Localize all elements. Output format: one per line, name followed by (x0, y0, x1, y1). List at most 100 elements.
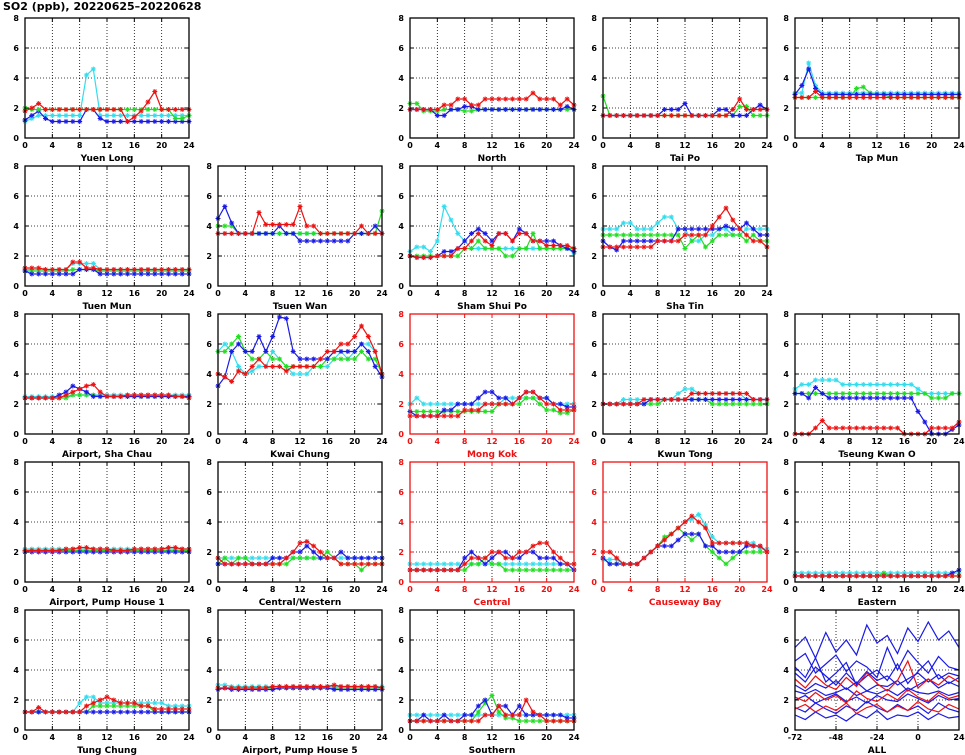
data-point (166, 549, 171, 555)
tick-label-x: 20 (541, 141, 553, 150)
tick-label-x: 12 (101, 733, 112, 742)
tick-label-x: 4 (435, 585, 441, 594)
data-point (482, 401, 488, 407)
data-point (689, 386, 695, 392)
data-point (421, 409, 427, 414)
data-point (77, 386, 83, 392)
data-point (159, 706, 165, 712)
data-point (709, 534, 715, 540)
data-point (434, 712, 440, 718)
data-point (297, 364, 303, 369)
tick-label-x: 24 (376, 437, 388, 446)
tick-label-y: 4 (206, 518, 212, 527)
data-point (489, 555, 495, 561)
tick-label-y: 8 (398, 14, 404, 23)
data-point (331, 682, 337, 688)
tick-label-y: 2 (13, 548, 19, 557)
data-point (159, 546, 165, 552)
tick-label-x: 4 (628, 289, 634, 298)
data-point (716, 113, 722, 118)
data-point (111, 113, 117, 118)
data-point (455, 246, 461, 251)
data-point (655, 113, 661, 118)
data-point (290, 349, 296, 354)
data-point (475, 703, 481, 709)
tick-label-x: 24 (183, 733, 195, 742)
tick-label-x: 8 (462, 585, 468, 594)
data-point (338, 341, 344, 347)
data-point (229, 349, 235, 354)
data-point (826, 92, 832, 97)
data-point (104, 549, 110, 555)
data-point (63, 546, 69, 552)
data-point (544, 238, 550, 244)
data-point (359, 555, 364, 561)
data-point (448, 102, 454, 108)
data-point (277, 231, 282, 236)
data-point (655, 220, 661, 226)
tick-label-x: 4 (820, 437, 826, 446)
data-point (475, 561, 481, 567)
data-point (318, 549, 323, 555)
data-point (510, 253, 515, 259)
data-point (689, 513, 695, 519)
tick-label-x: 24 (761, 437, 773, 446)
data-point (469, 102, 474, 108)
data-point (125, 267, 130, 272)
data-point (77, 549, 83, 555)
tick-label-x: 24 (568, 289, 580, 298)
data-point (462, 401, 468, 407)
data-point (434, 413, 440, 419)
tick-label-x: 4 (50, 437, 56, 446)
data-point (304, 238, 310, 244)
data-point (840, 395, 846, 401)
data-point (222, 223, 228, 229)
data-point (689, 531, 695, 537)
data-point (860, 84, 866, 90)
data-point (564, 715, 570, 721)
data-point (709, 223, 715, 229)
data-point (152, 267, 158, 272)
data-point (737, 226, 743, 232)
data-point (840, 425, 846, 431)
data-point (345, 349, 351, 354)
data-point (229, 231, 235, 236)
data-point (675, 232, 681, 238)
data-point (806, 95, 812, 100)
data-point (56, 548, 62, 553)
tick-label-x: 12 (294, 437, 305, 446)
data-point (648, 549, 654, 555)
data-point (544, 712, 550, 718)
data-point (475, 238, 481, 244)
data-point (318, 364, 323, 369)
data-point (703, 391, 708, 396)
tick-label-y: 4 (398, 370, 404, 379)
data-point (641, 232, 647, 238)
data-point (63, 395, 69, 401)
data-point (915, 386, 921, 392)
tick-label-y: 4 (206, 222, 212, 231)
data-point (530, 549, 536, 555)
tick-label-x: 16 (129, 733, 141, 742)
data-point (448, 253, 454, 259)
data-point (564, 246, 570, 251)
tick-label-y: 6 (13, 488, 19, 497)
data-point (744, 104, 749, 109)
data-point (70, 546, 76, 552)
data-point (901, 573, 907, 579)
data-point (730, 113, 736, 118)
chart-title: Mong Kok (467, 450, 518, 460)
tick-label-x: 0 (407, 733, 413, 742)
data-point (270, 687, 276, 692)
tick-label-y: 0 (206, 282, 212, 291)
data-point (70, 392, 76, 398)
data-point (84, 261, 89, 266)
data-point (118, 113, 124, 118)
data-point (655, 238, 661, 244)
data-point (607, 226, 613, 232)
data-point (655, 401, 661, 407)
data-point (297, 231, 303, 236)
data-point (469, 561, 474, 567)
data-point (564, 561, 570, 567)
data-point (90, 709, 96, 715)
